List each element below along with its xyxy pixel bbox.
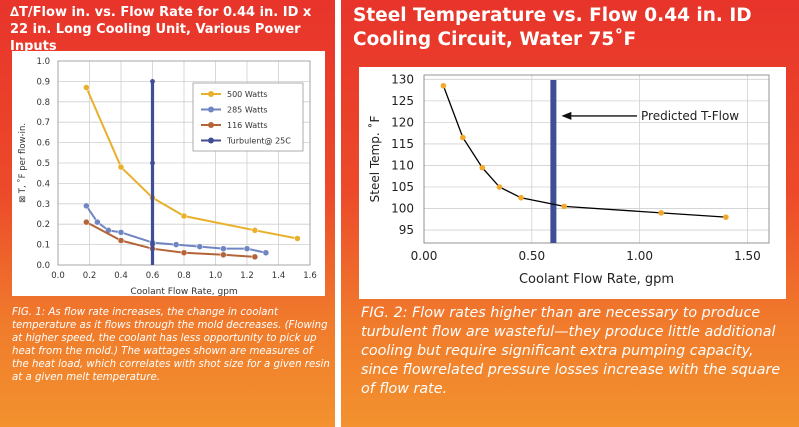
annotation-arrow-head [561,111,572,120]
data-point [117,229,125,236]
x-axis-label: Coolant Flow Rate, gpm [130,287,237,296]
x-axis-label: Coolant Flow Rate, gpm [519,272,674,287]
data-point [496,184,503,190]
legend-marker [208,91,214,97]
y-tick-label: 110 [391,158,414,172]
legend-marker [208,106,214,113]
series-line [85,87,298,240]
y-tick-label: 0.9 [36,77,50,87]
data-point [251,253,259,261]
y-tick-label: 130 [391,72,414,86]
series-line [85,205,267,254]
left-caption: FIG. 1: As flow rate increases, the chan… [12,307,330,383]
data-point [440,82,447,89]
legend-marker [208,137,214,144]
x-tick-label: 1.0 [209,271,223,281]
y-axis-label: Steel Temp. ˚F [367,116,382,203]
y-tick-label: 0.7 [36,118,50,128]
right-figure-panel: Steel Temperature vs. Flow 0.44 in. ID C… [341,0,799,427]
turbulent-flow-bar [550,80,557,243]
left-plot-area: 0.0 0.1 0.2 0.3 0.4 0.5 0.6 0.7 0.8 0.9 1.0 0.0 0.2 0… [12,51,325,296]
data-point [83,84,90,91]
x-tick-label: 0.00 [411,249,438,263]
series-line [442,85,726,218]
data-point [251,227,259,234]
y-tick-label: 105 [391,180,414,194]
data-point [83,218,90,226]
x-tick-label: 0.8 [177,271,191,281]
data-point [479,164,486,171]
right-chart-title: Steel Temperature vs. Flow 0.44 in. ID C… [353,5,752,50]
data-point [220,245,227,252]
data-point [117,237,125,244]
plot-frame [57,60,311,266]
y-tick-label: 125 [391,94,414,108]
y-tick-label: 1.0 [36,57,50,67]
data-point [220,251,227,259]
right-chart-svg: 0.00 0.50 1.00 1.50 95 100 105 110 115 120 125 130 C… [367,72,770,287]
data-point [196,243,203,250]
data-point [460,134,466,141]
left-chart-title: ∆T/Flow in. vs. Flow Rate for 0.44 in. I… [10,5,312,54]
data-point [658,210,664,216]
data-point [723,214,729,220]
data-point [150,160,155,166]
data-point [150,242,155,248]
legend-label: 116 Watts [227,121,268,130]
left-chart-svg: 0.0 0.1 0.2 0.3 0.4 0.5 0.6 0.7 0.8 0.9 1.0 0.0 0.2 0… [17,57,317,296]
legend-marker [208,122,214,128]
data-point [180,212,188,220]
x-tick-label: 1.50 [734,249,761,263]
data-point [83,202,90,210]
y-tick-label: 0.3 [36,200,50,210]
y-tick-label: 0.6 [36,139,50,149]
annotation-label: Predicted T-Flow [641,109,739,123]
y-tick-label: 0.1 [36,241,50,251]
x-tick-label: 1.2 [240,271,254,281]
data-point [262,249,270,257]
left-figure-panel: ∆T/Flow in. vs. Flow Rate for 0.44 in. I… [0,0,335,427]
data-point [243,245,251,252]
y-tick-label: 0.0 [36,261,50,271]
data-point [94,218,101,226]
data-point [294,235,301,242]
y-axis-label: ⊠ T, ˚F per flow-in. [17,123,28,203]
data-point [117,163,125,171]
data-point [180,249,188,257]
x-tick-label: 1.6 [303,271,317,281]
y-tick-label: 0.4 [36,179,50,189]
right-caption: FIG. 2: Flow rates higher than are neces… [361,305,781,397]
series-line [85,221,255,258]
legend-label: Turbulent@ 25C [226,137,291,146]
y-tick-label: 0.8 [36,98,50,108]
x-tick-label: 0.4 [114,271,128,281]
plot-frame [423,74,770,244]
y-tick-label: 120 [391,115,414,129]
y-tick-label: 0.2 [36,220,50,230]
x-tick-label: 0.50 [518,249,545,263]
x-tick-label: 1.00 [626,249,653,263]
x-tick-label: 1.4 [272,271,286,281]
x-tick-label: 0.6 [146,271,160,281]
legend-label: 500 Watts [227,90,268,99]
x-tick-label: 0.0 [51,271,65,281]
data-point [172,241,180,248]
data-point [518,194,524,201]
data-point [561,203,567,210]
y-tick-label: 100 [391,202,414,216]
y-tick-label: 0.5 [36,159,50,169]
y-tick-label: 115 [391,137,414,151]
x-tick-label: 0.2 [83,271,97,281]
legend-label: 285 Watts [227,106,268,115]
y-tick-label: 95 [399,223,414,237]
right-plot-area: 0.00 0.50 1.00 1.50 95 100 105 110 115 120 125 130 C… [359,67,786,299]
data-point [150,79,155,84]
